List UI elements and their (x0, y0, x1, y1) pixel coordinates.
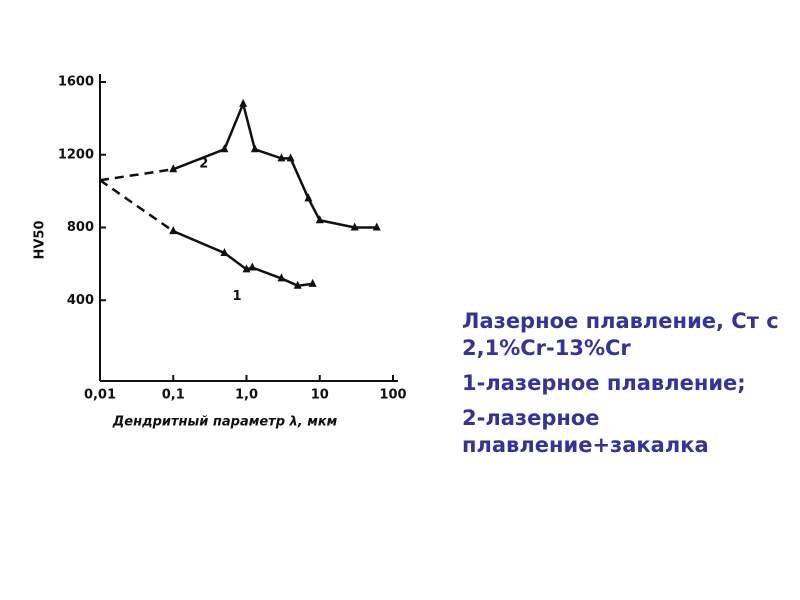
y-tick-label: 800 (67, 220, 94, 235)
curve-label: 1 (233, 289, 242, 304)
description: Лазерное плавление, Ст с 2,1%Cr-13%Cr 1-… (462, 308, 792, 467)
data-point (304, 193, 313, 202)
data-point (239, 98, 248, 107)
data-point (315, 215, 324, 224)
data-point (220, 144, 229, 153)
y-axis-label: HV50 (33, 220, 48, 259)
data-point (220, 247, 229, 256)
paragraph: 2-лазерное плавление+закалка (462, 406, 709, 457)
series-line (172, 99, 377, 229)
y-tick-label: 1200 (58, 147, 94, 162)
x-tick-label: 0,1 (162, 388, 185, 403)
y-tick-label: 1600 (58, 75, 94, 90)
data-point (169, 226, 178, 235)
data-point (169, 164, 178, 173)
data-point (277, 273, 286, 282)
dashed-segment (99, 179, 174, 233)
data-point (277, 153, 286, 162)
y-tick-label: 400 (67, 293, 94, 308)
data-point (293, 280, 302, 289)
dashed-segment (99, 168, 174, 182)
series-line (172, 229, 313, 287)
x-tick-label: 0,01 (84, 388, 116, 403)
data-point (372, 222, 381, 231)
paragraph: 1-лазерное плавление; (462, 371, 746, 395)
data-point (308, 278, 317, 287)
data-point (350, 222, 359, 231)
x-axis-label: Дендритный параметр λ, мкм (112, 415, 338, 430)
data-point (286, 153, 295, 162)
x-tick-label: 1,0 (235, 388, 258, 403)
data-point (248, 262, 257, 271)
curve-label: 2 (199, 156, 208, 171)
paragraph: Лазерное плавление, Ст с 2,1%Cr-13%Cr (462, 309, 779, 360)
data-point (250, 144, 259, 153)
x-tick-label: 10 (311, 388, 329, 403)
x-tick-label: 100 (379, 388, 406, 403)
